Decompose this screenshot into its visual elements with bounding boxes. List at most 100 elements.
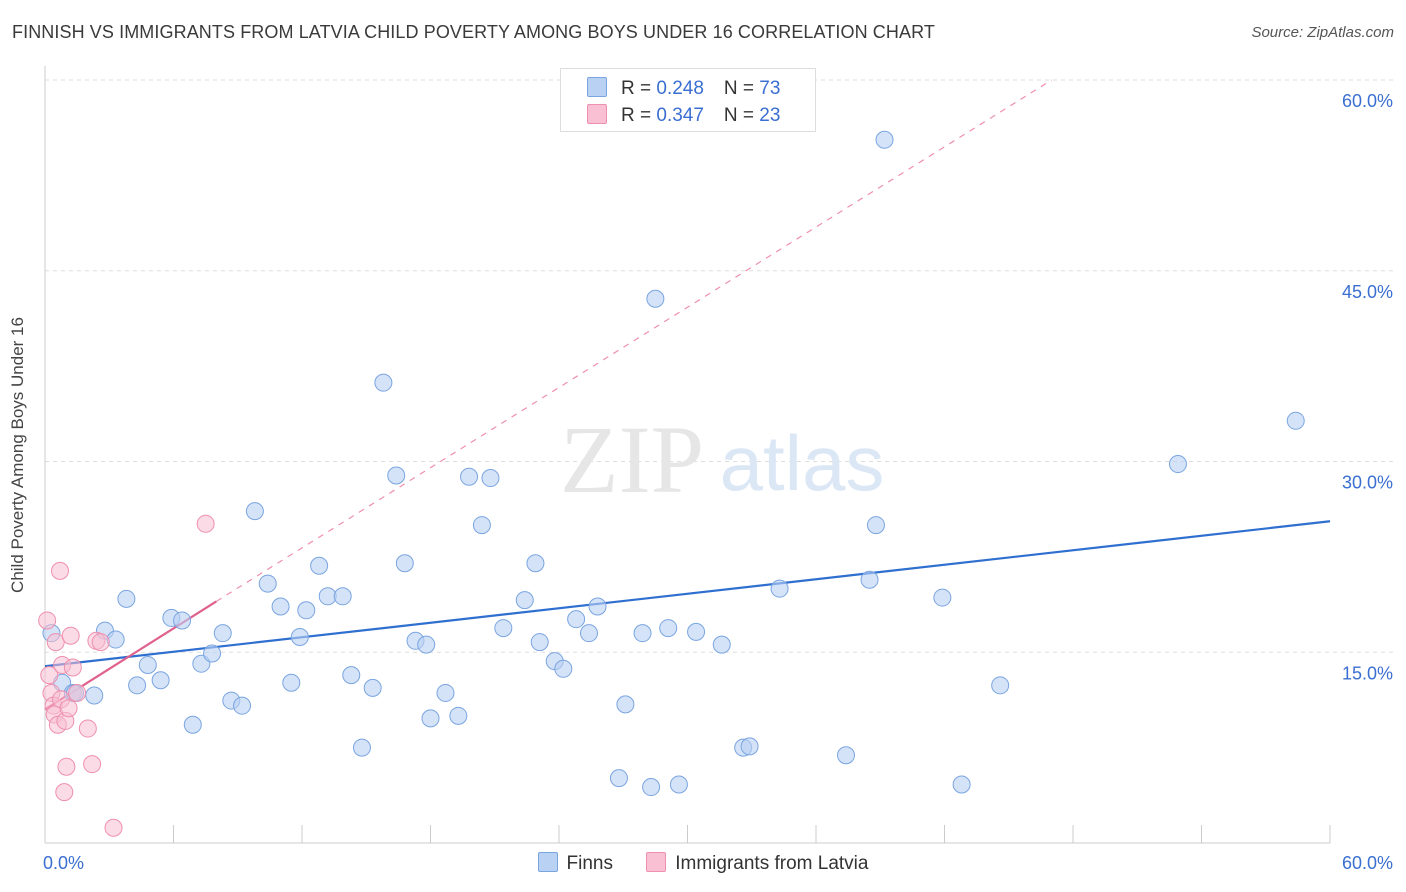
finns-point (860, 570, 879, 589)
latvia-point (40, 666, 59, 685)
finns-point (952, 775, 971, 794)
finns-point (342, 666, 361, 685)
finns-point (554, 659, 573, 678)
finns-point (106, 630, 125, 649)
latvia-point (50, 561, 69, 580)
finns-point (173, 611, 192, 630)
finns-point (991, 676, 1010, 695)
finns-point (271, 597, 290, 616)
finns-point (770, 579, 789, 598)
latvia-point (104, 818, 123, 837)
grid-lines (45, 79, 1395, 653)
finns-point (138, 655, 157, 674)
latvia-point (78, 719, 97, 738)
chart-title: FINNISH VS IMMIGRANTS FROM LATVIA CHILD … (12, 22, 935, 42)
tick-labels: 15.0% 30.0% 45.0% 60.0% 0.0% 60.0% (43, 91, 1393, 873)
finns-point (642, 778, 661, 797)
finns-r-label: R = (621, 78, 657, 99)
latvia-n-value: 23 (759, 105, 781, 126)
finns-point (310, 556, 329, 575)
finns-point (436, 683, 455, 702)
latvia-point (55, 783, 74, 802)
finns-point (836, 746, 855, 765)
finns-legend-swatch (537, 852, 558, 872)
latvia-point (46, 633, 65, 652)
finns-r-value: 0.248 (656, 78, 704, 99)
finns-point (460, 467, 479, 486)
latvia-swatch (587, 104, 607, 124)
axes (44, 66, 1331, 844)
finns-point (494, 619, 513, 638)
data-points (38, 130, 1305, 837)
finns-point (374, 373, 393, 392)
finns-point (866, 516, 885, 535)
finns-point (417, 635, 436, 654)
finns-trend-line (44, 520, 1331, 668)
finns-point (387, 466, 406, 485)
correlation-legend: R = 0.248 N = 73 R = 0.347 N = 23 (560, 68, 816, 132)
latvia-point (38, 611, 57, 630)
y-axis-label: Child Poverty Among Boys Under 16 (8, 317, 27, 593)
latvia-point (59, 699, 78, 718)
finns-point (609, 769, 628, 788)
finns-point (515, 591, 534, 610)
latvia-legend-label: Immigrants from Latvia (675, 853, 869, 874)
finns-point (213, 624, 232, 643)
finns-n-value: 73 (759, 78, 781, 99)
y-tick-label: 45.0% (1342, 282, 1393, 302)
finns-point (85, 686, 104, 705)
finns-point (646, 289, 665, 308)
finns-point (183, 715, 202, 734)
latvia-point (63, 658, 82, 677)
latvia-trend-extension (216, 79, 1052, 602)
watermark-zip: ZIP (560, 406, 704, 513)
finns-point (318, 587, 337, 606)
finns-point (333, 587, 352, 606)
finns-point (151, 671, 170, 690)
latvia-legend-swatch (646, 852, 667, 872)
finns-point (875, 130, 894, 149)
source-label: Source: ZipAtlas.com (1251, 24, 1394, 41)
finns-point (740, 737, 759, 756)
finns-point (233, 696, 252, 715)
legend-item-finns[interactable]: Finns (537, 852, 613, 875)
latvia-point (57, 757, 76, 776)
finns-point (1286, 411, 1305, 430)
finns-point (203, 644, 222, 663)
finns-point (567, 610, 586, 629)
latvia-point (83, 755, 102, 774)
finns-point (258, 574, 277, 593)
finns-point (669, 775, 688, 794)
latvia-point (91, 633, 110, 652)
finns-point (449, 706, 468, 725)
finns-point (933, 588, 952, 607)
legend-item-latvia[interactable]: Immigrants from Latvia (646, 852, 868, 875)
finns-point (282, 673, 301, 692)
finns-n-label: N = (723, 78, 760, 99)
finns-point (712, 635, 731, 654)
finns-point (481, 469, 500, 488)
legend-row-latvia: R = 0.347 N = 23 (587, 104, 780, 127)
finns-point (128, 676, 147, 695)
finns-point (633, 624, 652, 643)
watermark: ZIP atlas (560, 406, 884, 513)
legend-row-finns: R = 0.248 N = 73 (587, 77, 780, 100)
finns-swatch (587, 77, 607, 97)
latvia-point (61, 626, 80, 645)
finns-point (245, 502, 264, 521)
finns-point (1168, 455, 1187, 474)
y-tick-label: 30.0% (1342, 473, 1393, 493)
latvia-point (196, 514, 215, 533)
finns-point (395, 554, 414, 573)
finns-point (363, 678, 382, 697)
finns-legend-label: Finns (566, 853, 613, 874)
latvia-n-label: N = (723, 105, 760, 126)
finns-point (352, 738, 371, 757)
latvia-r-label: R = (621, 105, 657, 126)
finns-point (421, 709, 440, 728)
finns-point (117, 589, 136, 608)
finns-point (290, 627, 309, 646)
finns-point (530, 633, 549, 652)
latvia-point (68, 683, 87, 702)
